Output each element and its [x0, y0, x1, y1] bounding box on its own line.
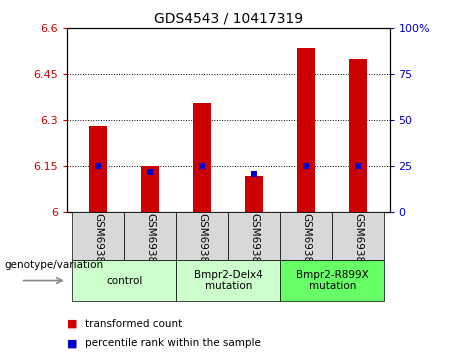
Text: ■: ■ — [67, 338, 77, 348]
Bar — [297, 48, 315, 212]
Bar — [193, 103, 211, 212]
Text: GSM693830: GSM693830 — [353, 213, 363, 276]
Text: GSM693825: GSM693825 — [93, 213, 103, 277]
FancyBboxPatch shape — [332, 212, 384, 260]
FancyBboxPatch shape — [176, 212, 228, 260]
Text: GSM693829: GSM693829 — [301, 213, 311, 277]
FancyBboxPatch shape — [124, 212, 176, 260]
Text: Bmpr2-Delx4
mutation: Bmpr2-Delx4 mutation — [194, 270, 263, 291]
Text: genotype/variation: genotype/variation — [5, 259, 104, 270]
Text: GSM693826: GSM693826 — [145, 213, 155, 277]
Text: GSM693828: GSM693828 — [249, 213, 259, 277]
FancyBboxPatch shape — [72, 260, 176, 301]
FancyBboxPatch shape — [176, 260, 280, 301]
FancyBboxPatch shape — [228, 212, 280, 260]
Text: control: control — [106, 275, 142, 286]
Title: GDS4543 / 10417319: GDS4543 / 10417319 — [154, 12, 303, 26]
Text: Bmpr2-R899X
mutation: Bmpr2-R899X mutation — [296, 270, 369, 291]
Text: GSM693827: GSM693827 — [197, 213, 207, 277]
FancyBboxPatch shape — [280, 212, 332, 260]
Bar — [245, 176, 263, 212]
Text: ■: ■ — [67, 319, 77, 329]
Text: percentile rank within the sample: percentile rank within the sample — [85, 338, 261, 348]
FancyBboxPatch shape — [72, 212, 124, 260]
FancyBboxPatch shape — [280, 260, 384, 301]
Bar — [141, 166, 159, 212]
Bar — [349, 59, 367, 212]
Text: transformed count: transformed count — [85, 319, 183, 329]
Bar — [89, 126, 107, 212]
